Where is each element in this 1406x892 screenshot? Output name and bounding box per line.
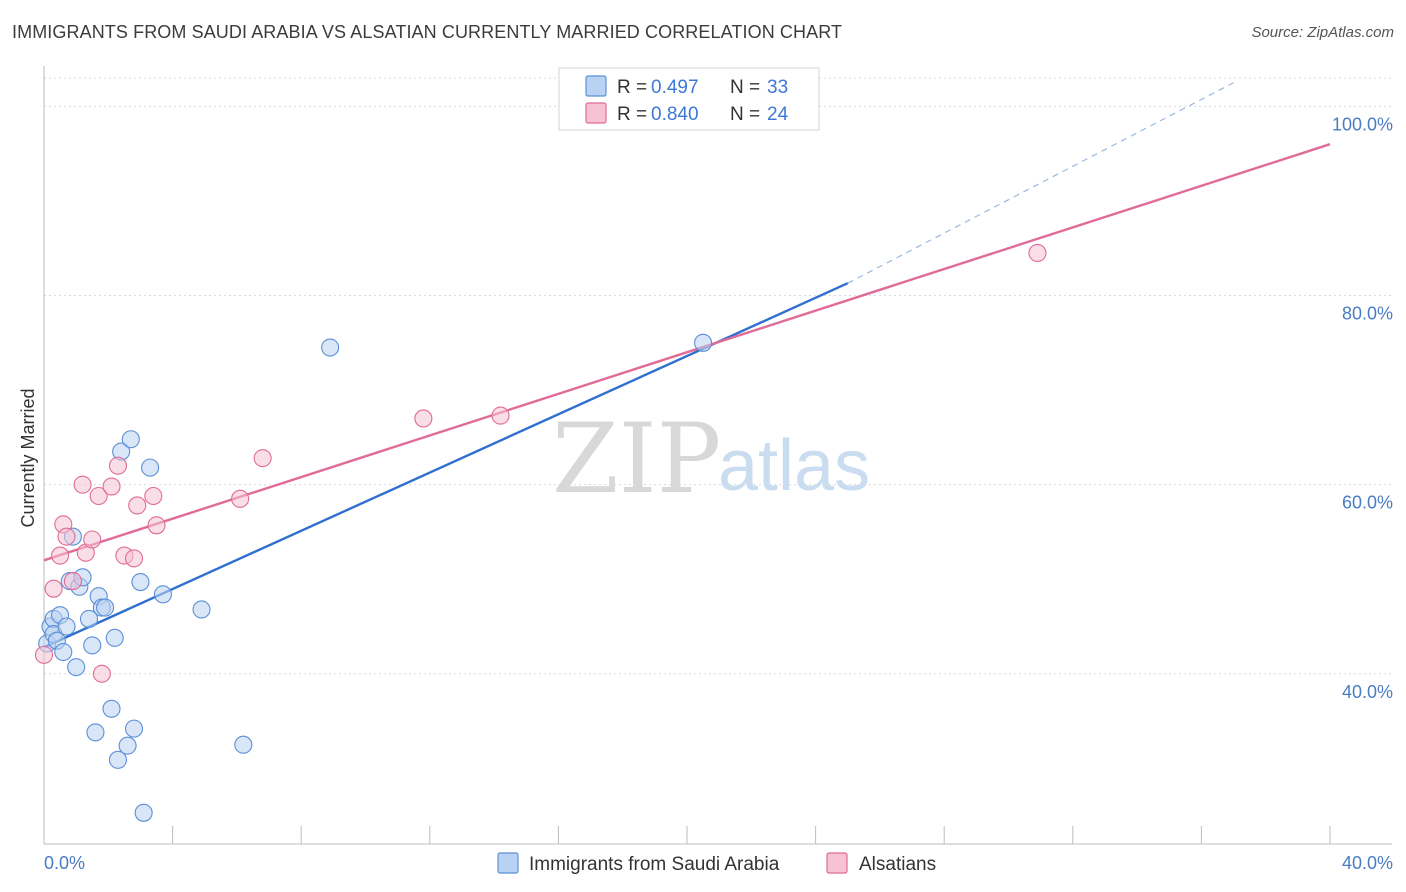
- point-s0-14: [83, 636, 102, 655]
- point-s1-14: [124, 549, 144, 568]
- point-s0-33: [694, 333, 713, 352]
- point-s0-28: [141, 458, 160, 477]
- legend-n-value-2: 24: [767, 104, 789, 125]
- x-tick-label-left: 0.0%: [44, 853, 85, 873]
- point-s1-8: [83, 530, 102, 549]
- legend-r-value-2: 0.840: [651, 104, 699, 125]
- point-s1-2: [51, 546, 70, 565]
- point-s0-7: [57, 617, 76, 636]
- bottom-legend: Immigrants from Saudi Arabia Alsatians: [497, 852, 936, 875]
- gridlines: [44, 77, 1392, 675]
- point-s1-20: [414, 409, 433, 428]
- y-axis-label: Currently Married: [18, 388, 38, 527]
- point-s1-15: [128, 496, 147, 515]
- y-tick-label-0: 40.0%: [1342, 682, 1393, 702]
- legend-r-label-1: R =: [617, 77, 647, 98]
- point-s1-12: [108, 456, 127, 475]
- data-points: [34, 243, 1047, 822]
- point-s1-6: [73, 475, 92, 494]
- point-s1-9: [89, 486, 108, 506]
- y-tick-label-2: 80.0%: [1342, 304, 1393, 324]
- point-s0-6: [54, 642, 73, 662]
- legend-r-label-2: R =: [617, 104, 647, 125]
- point-s1-16: [144, 486, 163, 506]
- point-s0-23: [118, 736, 137, 755]
- trend-line-1: [43, 143, 1331, 562]
- bottom-legend-label-blue: Immigrants from Saudi Arabia: [529, 854, 780, 875]
- chart-title: IMMIGRANTS FROM SAUDI ARABIA VS ALSATIAN…: [12, 22, 843, 42]
- point-s0-20: [105, 628, 124, 647]
- point-s0-26: [131, 572, 150, 592]
- point-s0-29: [153, 585, 173, 604]
- bottom-legend-label-pink: Alsatians: [859, 854, 936, 875]
- legend-n-value-1: 33: [767, 77, 788, 98]
- bottom-legend-swatch-blue: [497, 852, 519, 874]
- watermark: ZIP atlas: [552, 403, 870, 515]
- source-credit: Source: ZipAtlas.com: [1251, 24, 1394, 41]
- watermark-atlas: atlas: [718, 426, 870, 506]
- point-s1-21: [491, 406, 510, 425]
- point-s1-18: [231, 489, 250, 508]
- y-tick-labels: 40.0% 60.0% 80.0% 100.0%: [1332, 114, 1393, 701]
- legend-r-value-1: 0.497: [651, 77, 699, 98]
- trend-lines: [43, 82, 1331, 649]
- point-s1-19: [253, 449, 272, 468]
- point-s0-31: [234, 735, 253, 754]
- x-tick-label-right: 40.0%: [1342, 853, 1393, 873]
- point-s0-15: [86, 723, 105, 742]
- point-s1-22: [1028, 243, 1047, 263]
- y-tick-label-3: 100.0%: [1332, 114, 1393, 134]
- legend-n-label-1: N =: [730, 77, 760, 98]
- point-s1-4: [57, 527, 76, 546]
- watermark-zip: ZIP: [552, 403, 721, 515]
- axes: [43, 66, 1392, 845]
- point-s1-11: [102, 477, 121, 496]
- point-s0-13: [79, 609, 99, 628]
- point-s0-21: [108, 750, 127, 769]
- point-s1-5: [63, 572, 82, 591]
- legend-n-label-2: N =: [730, 104, 760, 125]
- point-s1-17: [147, 516, 166, 535]
- point-s1-10: [92, 664, 111, 683]
- point-s0-32: [321, 338, 340, 357]
- point-s0-10: [67, 658, 86, 677]
- point-s1-0: [34, 645, 54, 664]
- point-s1-1: [44, 579, 63, 598]
- legend-swatch-pink: [585, 102, 607, 124]
- point-s0-25: [124, 719, 144, 738]
- point-s0-30: [192, 600, 211, 619]
- bottom-legend-swatch-pink: [826, 852, 848, 874]
- y-tick-label-1: 60.0%: [1342, 493, 1393, 513]
- legend-box: R = 0.497 N = 33 R = 0.840 N = 24: [558, 67, 820, 131]
- point-s0-27: [134, 803, 153, 822]
- point-s0-18: [96, 598, 115, 617]
- point-s0-19: [102, 699, 121, 718]
- point-s0-24: [121, 430, 140, 449]
- legend-swatch-blue: [585, 75, 607, 97]
